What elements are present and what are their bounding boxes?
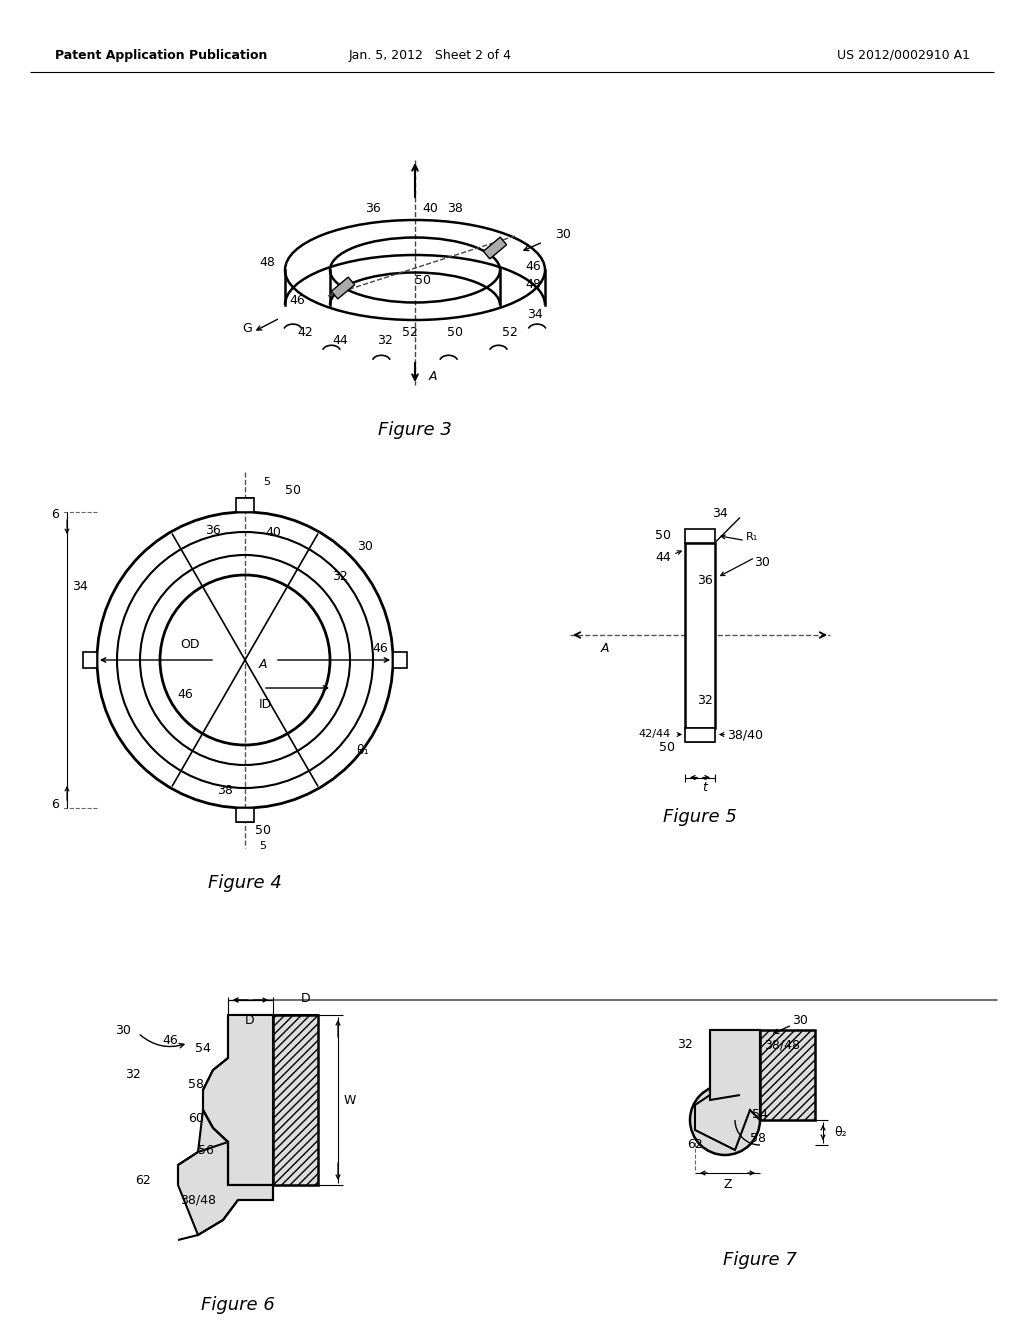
Text: 50: 50	[659, 741, 675, 754]
Text: 56: 56	[198, 1143, 214, 1156]
Text: 6: 6	[51, 799, 59, 812]
Polygon shape	[332, 277, 354, 298]
Bar	[760, 1030, 815, 1119]
Text: Figure 7: Figure 7	[723, 1251, 797, 1269]
Text: 46: 46	[372, 642, 388, 655]
Bar	[83, 652, 97, 668]
Text: 58: 58	[750, 1131, 766, 1144]
Text: 42: 42	[297, 326, 313, 338]
Text: 60: 60	[188, 1111, 204, 1125]
Text: W: W	[344, 1093, 356, 1106]
Text: Figure 5: Figure 5	[664, 808, 737, 825]
Ellipse shape	[332, 239, 498, 301]
Text: 38: 38	[217, 784, 232, 796]
Text: Jan. 5, 2012   Sheet 2 of 4: Jan. 5, 2012 Sheet 2 of 4	[348, 49, 512, 62]
Text: A: A	[601, 643, 609, 656]
Bar	[685, 543, 715, 727]
Text: 32: 32	[377, 334, 393, 346]
Text: A: A	[259, 659, 267, 672]
Text: 36: 36	[697, 573, 713, 586]
Text: 5: 5	[263, 477, 270, 487]
Text: R₁: R₁	[745, 532, 758, 541]
Text: 30: 30	[555, 228, 571, 242]
Text: 30: 30	[754, 556, 770, 569]
Text: 48: 48	[259, 256, 274, 268]
Text: Figure 4: Figure 4	[208, 874, 282, 892]
Text: 40: 40	[422, 202, 438, 214]
Text: 40: 40	[265, 525, 281, 539]
Text: 6: 6	[51, 508, 59, 521]
Text: 46: 46	[177, 689, 193, 701]
Text: 50: 50	[447, 326, 463, 338]
Text: Patent Application Publication: Patent Application Publication	[55, 49, 267, 62]
Text: OD: OD	[180, 639, 200, 652]
Text: 36: 36	[366, 202, 381, 214]
Text: 32: 32	[125, 1068, 141, 1081]
Text: Figure 6: Figure 6	[201, 1296, 274, 1313]
Text: 38/40: 38/40	[727, 729, 763, 741]
Text: Figure 3: Figure 3	[378, 421, 452, 440]
Bar	[685, 727, 715, 742]
Text: 38: 38	[447, 202, 463, 214]
Text: 32: 32	[332, 570, 348, 583]
Text: 32: 32	[677, 1039, 693, 1052]
Text: 30: 30	[115, 1023, 131, 1036]
Polygon shape	[483, 238, 507, 259]
Polygon shape	[203, 1015, 273, 1185]
Bar	[236, 808, 254, 822]
Text: US 2012/0002910 A1: US 2012/0002910 A1	[837, 49, 970, 62]
Text: 62: 62	[135, 1173, 151, 1187]
Text: D: D	[301, 991, 310, 1005]
Bar	[236, 498, 254, 512]
Text: 62: 62	[687, 1138, 702, 1151]
Text: 38/48: 38/48	[764, 1039, 800, 1052]
Text: 46: 46	[162, 1034, 178, 1047]
Text: 44: 44	[655, 550, 671, 564]
Text: ID: ID	[258, 698, 271, 711]
Circle shape	[161, 576, 329, 744]
Text: t: t	[702, 781, 708, 795]
Text: 48: 48	[525, 279, 541, 292]
Text: 50: 50	[415, 273, 431, 286]
Text: 38/48: 38/48	[180, 1193, 216, 1206]
Text: 52: 52	[402, 326, 418, 338]
Text: 54: 54	[752, 1109, 768, 1122]
Text: 50: 50	[255, 824, 271, 837]
Text: 50: 50	[285, 483, 301, 496]
Bar	[273, 1015, 318, 1185]
Text: A: A	[429, 371, 437, 384]
Bar	[273, 1015, 318, 1185]
Text: G: G	[242, 322, 252, 334]
Circle shape	[690, 1085, 760, 1155]
Text: 34: 34	[527, 309, 543, 322]
Text: 54: 54	[195, 1041, 211, 1055]
Text: θ₂: θ₂	[835, 1126, 847, 1139]
Text: 58: 58	[188, 1078, 204, 1092]
Text: 46: 46	[525, 260, 541, 273]
Text: 52: 52	[502, 326, 518, 338]
Text: 30: 30	[357, 540, 373, 553]
Text: Z: Z	[723, 1179, 732, 1192]
Text: 46: 46	[289, 293, 305, 306]
Text: 34: 34	[712, 507, 728, 520]
Text: 44: 44	[332, 334, 348, 346]
Text: 32: 32	[697, 693, 713, 706]
Polygon shape	[695, 1030, 760, 1150]
Bar	[685, 528, 715, 543]
Bar	[393, 652, 407, 668]
Text: 34: 34	[72, 581, 88, 594]
Text: θ₁: θ₁	[356, 743, 370, 756]
Text: D: D	[245, 1014, 255, 1027]
Polygon shape	[178, 1110, 273, 1236]
Text: 5: 5	[259, 841, 266, 851]
Text: 36: 36	[205, 524, 221, 536]
Text: 50: 50	[655, 529, 671, 543]
Text: 42/44: 42/44	[639, 730, 671, 739]
Text: 30: 30	[792, 1014, 808, 1027]
